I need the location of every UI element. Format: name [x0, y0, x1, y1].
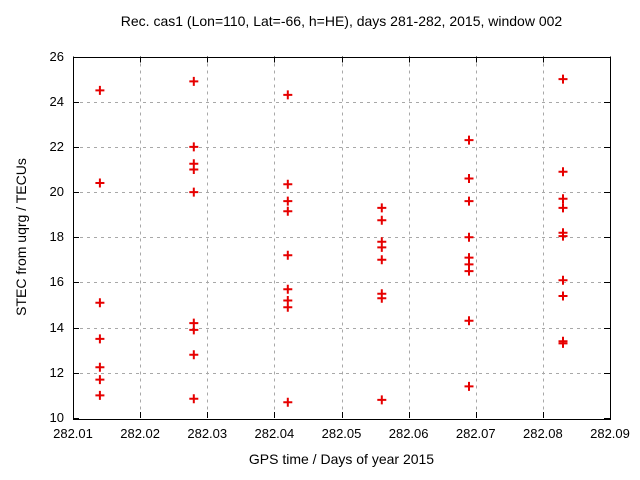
gridlines: [73, 56, 610, 418]
x-tick-label: 282.06: [388, 426, 429, 441]
y-tick-label: 14: [49, 319, 64, 335]
x-tick-label: 282.01: [53, 426, 93, 441]
x-tick-label: 282.02: [120, 426, 161, 441]
chart-title: Rec. cas1 (Lon=110, Lat=-66, h=HE), days…: [120, 13, 563, 29]
x-tick-label: 282.09: [590, 426, 630, 441]
y-tick-label: 24: [49, 93, 64, 109]
y-tick-label: 10: [49, 410, 64, 425]
x-tick-label: 282.08: [522, 426, 563, 441]
x-tick-label: 282.07: [455, 426, 496, 441]
x-tick-label: 282.03: [187, 426, 228, 441]
x-tick-label: 282.04: [254, 426, 295, 441]
y-tick-label: 18: [49, 229, 64, 245]
data-points: [95, 74, 568, 407]
y-tick-label: 22: [49, 138, 64, 154]
y-tick-label: 12: [49, 364, 64, 380]
y-tick-label: 16: [49, 274, 64, 290]
y-tick-label: 26: [49, 48, 64, 64]
x-tick-label: 282.05: [321, 426, 362, 441]
y-tick-label: 20: [49, 184, 64, 200]
plot-border: [73, 57, 611, 420]
x-axis-label: GPS time / Days of year 2015: [248, 451, 435, 467]
